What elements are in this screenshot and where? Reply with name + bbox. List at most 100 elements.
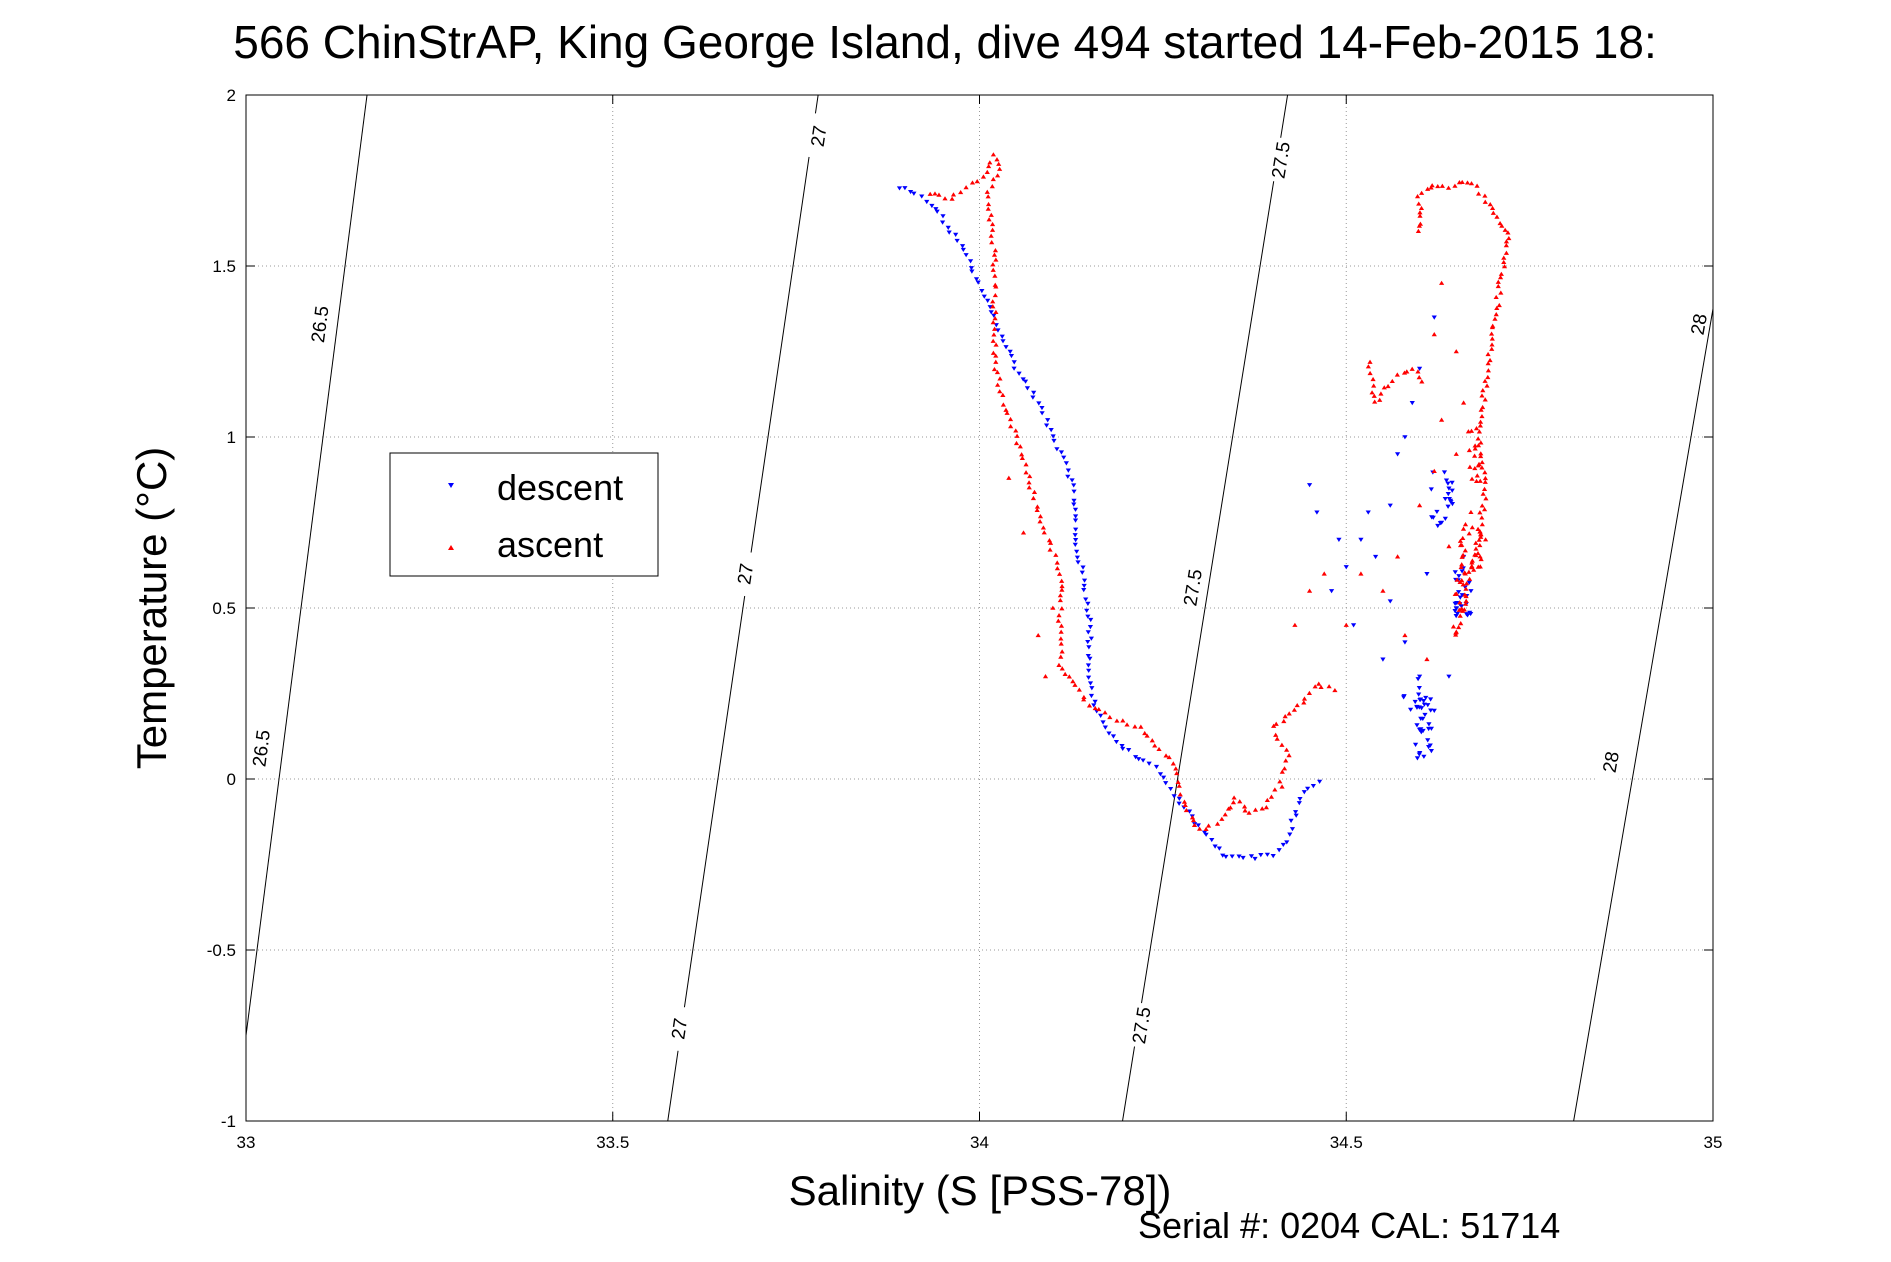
isopycnal-line	[1122, 95, 1289, 1121]
descent-point	[1083, 597, 1089, 602]
ascent-point	[1372, 399, 1378, 404]
ascent-point	[1419, 190, 1425, 195]
ascent-point	[1286, 753, 1292, 758]
descent-point	[1136, 757, 1142, 762]
descent-point	[1091, 703, 1097, 708]
descent-point	[1446, 674, 1452, 679]
ascent-point	[1417, 503, 1423, 508]
ascent-point	[1000, 392, 1006, 397]
ascent-point	[1019, 455, 1025, 460]
descent-point	[1176, 801, 1182, 806]
ascent-point	[1466, 531, 1472, 536]
ascent-point	[1483, 496, 1489, 501]
ascent-point	[1456, 624, 1462, 630]
descent-point	[1171, 794, 1177, 799]
ascent-point	[1003, 407, 1009, 412]
ascent-point	[1479, 522, 1485, 527]
descent-point	[1153, 764, 1160, 770]
descent-point	[1387, 599, 1393, 604]
descent-point	[1414, 756, 1421, 761]
ascent-point	[1472, 552, 1478, 557]
descent-point	[1426, 722, 1432, 727]
ascent-point	[1481, 507, 1488, 512]
ascent-point	[1477, 423, 1483, 428]
ascent-point	[1487, 357, 1493, 363]
descent-point	[999, 334, 1005, 339]
descent-point	[1081, 578, 1088, 583]
descent-point	[1080, 565, 1086, 570]
ascent-point	[1478, 556, 1484, 562]
ascent-point	[1222, 812, 1228, 817]
descent-point	[1276, 848, 1282, 853]
ascent-point	[1501, 255, 1507, 260]
ascent-point	[1076, 687, 1082, 692]
ascent-point	[1467, 576, 1473, 581]
descent-point	[1284, 840, 1290, 845]
ascent-point	[993, 257, 999, 262]
ascent-point	[1417, 221, 1424, 226]
ascent-point	[1042, 674, 1049, 679]
descent-point	[1264, 852, 1270, 857]
descent-point	[1441, 470, 1448, 475]
descent-point	[963, 253, 969, 258]
ascent-point	[1274, 736, 1280, 741]
ascent-point	[1056, 613, 1062, 618]
isopycnal-label-bg	[1126, 1001, 1156, 1049]
ascent-point	[1037, 514, 1044, 519]
descent-point	[1416, 686, 1422, 691]
descent-point	[1240, 855, 1246, 861]
ascent-point	[1026, 480, 1032, 485]
ascent-point	[1425, 186, 1431, 191]
descent-point	[1020, 377, 1026, 382]
descent-point	[1292, 810, 1299, 815]
descent-point	[1030, 395, 1036, 400]
ascent-point	[1462, 571, 1468, 576]
ascent-point	[1474, 473, 1480, 478]
ascent-point	[1477, 564, 1483, 569]
ascent-point	[1196, 826, 1203, 831]
ascent-point	[993, 284, 999, 289]
ascent-point	[1291, 707, 1297, 712]
ascent-point	[989, 221, 996, 227]
ascent-point	[1030, 495, 1037, 501]
descent-point	[1065, 468, 1071, 473]
descent-point	[1414, 723, 1420, 728]
descent-point	[1176, 796, 1182, 801]
descent-point	[1456, 590, 1462, 595]
ascent-point	[1056, 571, 1063, 576]
legend-ascent-marker	[448, 545, 454, 550]
descent-point	[1133, 755, 1139, 760]
descent-point	[1401, 695, 1407, 700]
ascent-point	[1241, 804, 1248, 809]
ascent-point	[1047, 547, 1053, 552]
ascent-point	[1057, 593, 1063, 598]
ascent-point	[1472, 453, 1478, 458]
descent-point	[896, 186, 903, 191]
descent-point	[1452, 609, 1458, 614]
descent-point	[919, 194, 925, 199]
ascent-point	[1478, 407, 1484, 412]
descent-point	[1427, 743, 1433, 748]
descent-point	[1412, 742, 1419, 747]
ascent-point	[1457, 538, 1464, 543]
ascent-point	[1453, 630, 1459, 635]
ascent-point	[1416, 375, 1422, 380]
grid	[246, 95, 1713, 1121]
ascent-point	[1259, 806, 1265, 811]
ascent-point	[996, 161, 1002, 166]
ascent-point	[1246, 810, 1252, 815]
descent-point	[1417, 366, 1423, 371]
descent-point	[1421, 698, 1427, 704]
descent-point	[1343, 565, 1349, 570]
ascent-point	[1219, 816, 1225, 821]
ascent-point	[1272, 787, 1278, 792]
ascent-point	[1394, 372, 1400, 377]
y-axis-label: Temperature (°C)	[128, 447, 175, 770]
descent-point	[967, 259, 974, 264]
ascent-point	[1478, 440, 1484, 445]
ascent-point	[1475, 443, 1482, 448]
ascent-point	[1431, 468, 1437, 473]
ascent-point	[1279, 769, 1285, 774]
descent-point	[1140, 758, 1146, 763]
ascent-point	[986, 163, 992, 169]
